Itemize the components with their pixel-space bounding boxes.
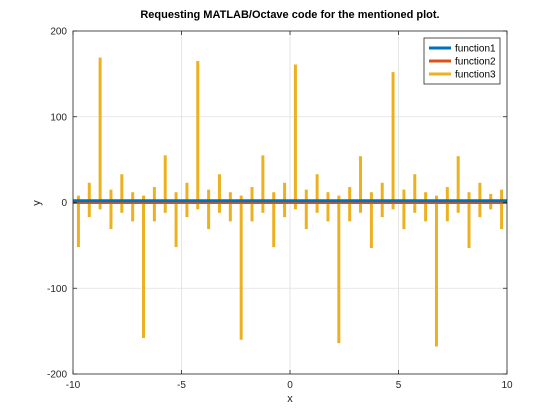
y-tick-label: 100 (50, 112, 67, 123)
y-tick-label: 200 (50, 27, 67, 38)
x-axis-label: x (287, 393, 293, 405)
x-tick-label: 0 (287, 380, 293, 391)
x-tick-label: -5 (177, 380, 186, 391)
x-tick-label: -10 (66, 380, 81, 391)
legend: function1 function2 function3 (423, 37, 501, 85)
x-tick-label: 10 (501, 380, 513, 391)
y-axis-label: y (31, 200, 43, 206)
y-tick-label: -200 (47, 370, 67, 381)
series-layer (73, 57, 507, 347)
plot-area: -10 -5 0 5 10 -200 -100 0 100 200 (47, 27, 513, 392)
series-group (73, 57, 507, 347)
legend-label-function2: function2 (455, 57, 496, 68)
y-tick-label: -100 (47, 284, 67, 295)
ticks: -10 -5 0 5 10 -200 -100 0 100 200 (47, 27, 513, 392)
x-tick-label: 5 (396, 380, 402, 391)
legend-label-function1: function1 (455, 44, 496, 55)
legend-label-function3: function3 (455, 70, 496, 81)
y-tick-label: 0 (61, 198, 67, 209)
chart-title: Requesting MATLAB/Octave code for the me… (140, 9, 439, 21)
